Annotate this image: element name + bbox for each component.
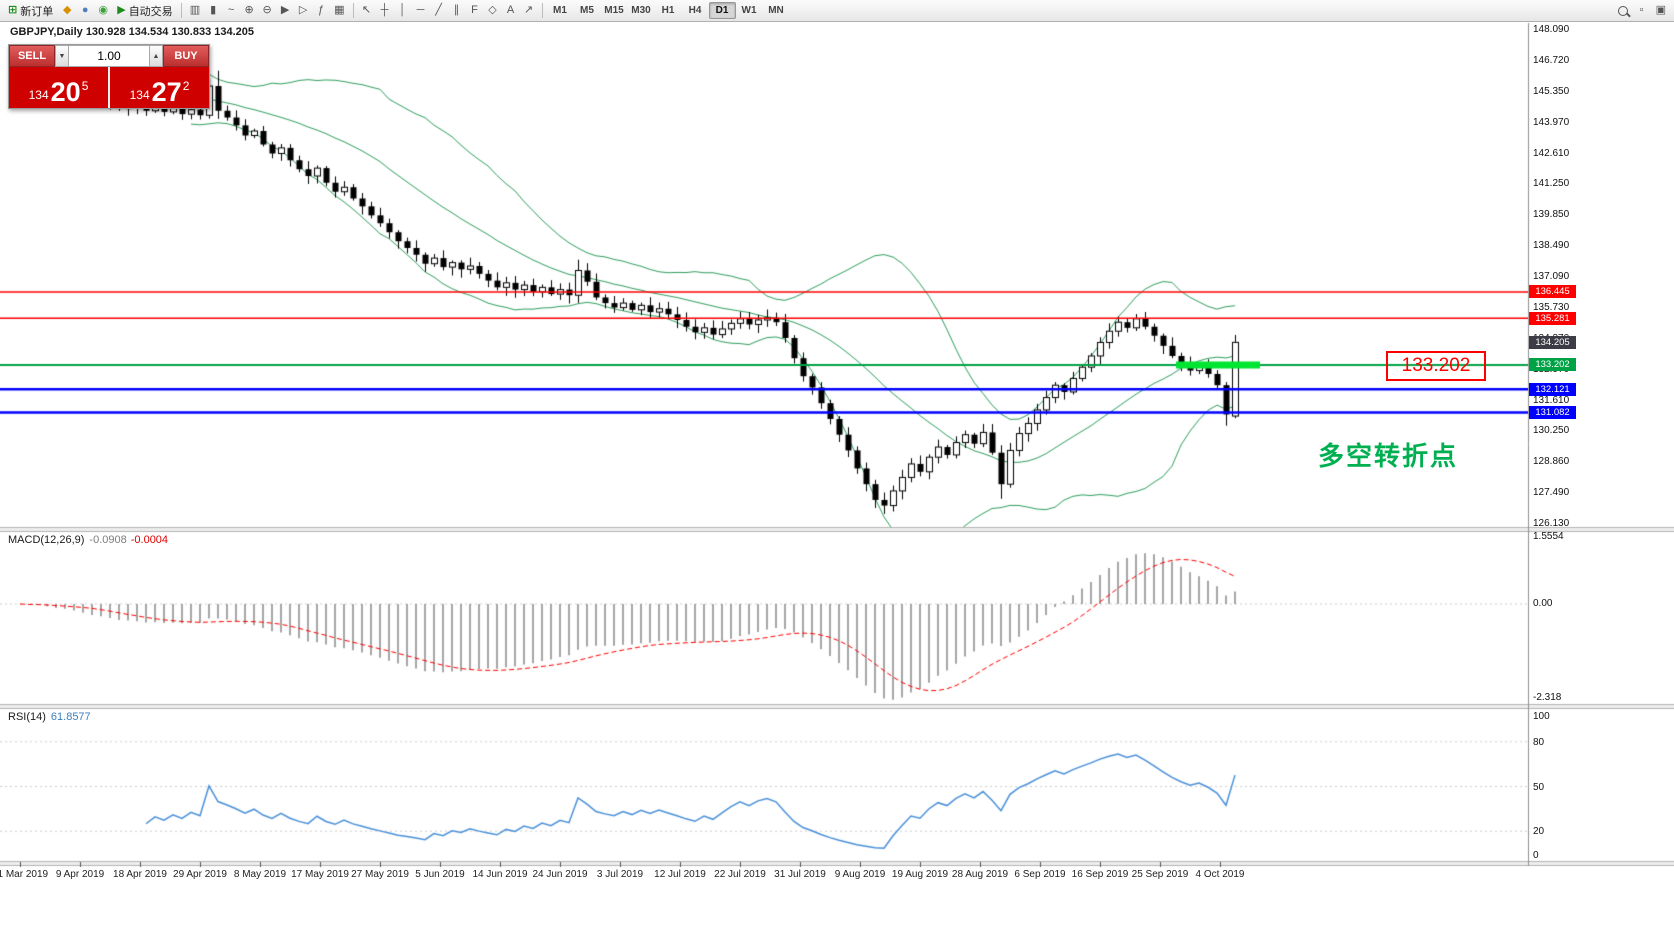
signals-icon: ◉ [98,4,109,16]
timeframe-mn-button[interactable]: MN [763,2,790,19]
indicators-icon: ƒ [318,4,325,16]
zoom-out-button[interactable]: ⊖ [258,2,276,20]
trendline-icon: ╱ [435,4,442,16]
vertical-line-button[interactable]: │ [394,2,412,20]
rsi-value: 61.8577 [50,711,91,723]
macd-signal-value: -0.0004 [130,534,169,546]
chart-shift-button[interactable]: ▷ [294,2,312,20]
auto-trading-label: 自动交易 [128,5,173,18]
timeframe-d1-button[interactable]: D1 [708,2,736,19]
text-icon: A [506,4,515,16]
timeframe-m1-button[interactable]: M1 [547,2,574,19]
price-level-callout[interactable]: 133.202 [1386,351,1486,381]
cursor-icon: ↖ [361,4,372,16]
line-chart-icon: ~ [227,4,235,16]
volume-input[interactable] [69,45,149,67]
symbol-title: GBPJPY,Daily 130.928 134.534 130.833 134… [10,26,255,38]
volume-decrease-button[interactable]: ▼ [55,45,69,67]
macd-main-value: -0.0908 [89,534,127,546]
shapes-icon: ◇ [488,4,497,16]
cursor-button[interactable]: ↖ [358,2,376,20]
window-arrange-icon: ▣ [1655,4,1666,16]
shapes-button[interactable]: ◇ [484,2,502,20]
sell-price-big: 20 [50,77,81,108]
channel-button[interactable]: ∥ [448,2,466,20]
timeframe-m5-button[interactable]: M5 [574,2,601,19]
crosshair-icon: ┼ [380,4,389,16]
line-chart-button[interactable]: ~ [222,2,240,20]
auto-scroll-button[interactable]: ▶ [276,2,294,20]
search-icon [1617,5,1628,16]
fibonacci-icon: F [471,4,478,16]
templates-button[interactable]: ▦ [330,2,348,20]
chevron-down-icon: ▼ [58,52,66,60]
new-window-icon: ▫ [1639,4,1644,16]
arrow-tools-icon: ↗ [523,4,534,16]
sell-price[interactable]: 134 20 5 [9,67,108,108]
channel-icon: ∥ [453,4,460,16]
bar-chart-button[interactable]: ▥ [186,2,204,20]
auto-scroll-icon: ▶ [280,4,290,16]
metaeditor-icon: ◆ [62,4,72,16]
metaeditor-button[interactable]: ◆ [58,2,76,20]
new-order-icon: ⊞ [8,4,18,16]
chart-shift-icon: ▷ [298,4,308,16]
new-order-label: 新订单 [20,5,54,18]
auto-trading-button[interactable]: ▶ 自动交易 [113,2,176,20]
horizontal-line-button[interactable]: ─ [412,2,430,20]
turning-point-annotation[interactable]: 多空转折点 [1318,441,1459,471]
arrow-tools-button[interactable]: ↗ [520,2,538,20]
timeframe-h4-button[interactable]: H4 [682,2,709,19]
rsi-indicator-label: RSI(14) 61.8577 [8,711,91,723]
fibonacci-button[interactable]: F [466,2,484,20]
signals-button[interactable]: ◉ [94,2,112,20]
buy-price-big: 27 [151,77,182,108]
macd-indicator-label: MACD(12,26,9) -0.0908 -0.0004 [8,534,169,546]
toolbar-separator [541,3,543,18]
main-toolbar: ⊞ 新订单 ◆ ● ◉ ▶ 自动交易 ▥ ▮ ~ ⊕ ⊖ ▶ ▷ ƒ ▦ ↖ ┼ │ ─ ╱ ∥ F ◇ A ↗ M1… [0,0,1674,22]
timeframe-w1-button[interactable]: W1 [736,2,763,19]
toolbar-separator [180,3,182,18]
candlestick-chart-icon: ▮ [210,4,217,16]
sell-button[interactable]: SELL [9,45,55,67]
sell-price-prefix: 134 [28,88,49,102]
vertical-line-icon: │ [399,4,406,16]
toolbar-separator [352,3,354,18]
market-button[interactable]: ● [76,2,94,20]
play-icon: ▶ [117,4,126,16]
buy-price-sup: 2 [182,79,190,93]
indicators-button[interactable]: ƒ [312,2,330,20]
buy-button[interactable]: BUY [163,45,209,67]
crosshair-button[interactable]: ┼ [376,2,394,20]
timeframe-bar: M1 M5 M15 M30 H1 H4 D1 W1 MN [547,2,790,19]
sell-price-sup: 5 [81,79,89,93]
chevron-up-icon: ▲ [152,52,160,60]
window-arrange-button[interactable]: ▣ [1652,2,1670,20]
search-button[interactable] [1614,2,1632,20]
text-button[interactable]: A [502,2,520,20]
volume-increase-button[interactable]: ▲ [149,45,163,67]
zoom-in-button[interactable]: ⊕ [240,2,258,20]
market-icon: ● [81,4,89,16]
timeframe-h1-button[interactable]: H1 [655,2,682,19]
candlestick-chart-button[interactable]: ▮ [204,2,222,20]
new-order-button[interactable]: ⊞ 新订单 [4,2,57,20]
timeframe-m30-button[interactable]: M30 [628,2,655,19]
zoom-out-icon: ⊖ [262,4,272,16]
trendline-button[interactable]: ╱ [430,2,448,20]
zoom-in-icon: ⊕ [244,4,254,16]
buy-price-prefix: 134 [129,88,150,102]
horizontal-line-icon: ─ [416,4,425,16]
bar-chart-icon: ▥ [189,4,201,16]
buy-price[interactable]: 134 27 2 [110,67,209,108]
new-window-button[interactable]: ▫ [1633,2,1651,20]
templates-icon: ▦ [334,4,345,16]
timeframe-m15-button[interactable]: M15 [601,2,628,19]
